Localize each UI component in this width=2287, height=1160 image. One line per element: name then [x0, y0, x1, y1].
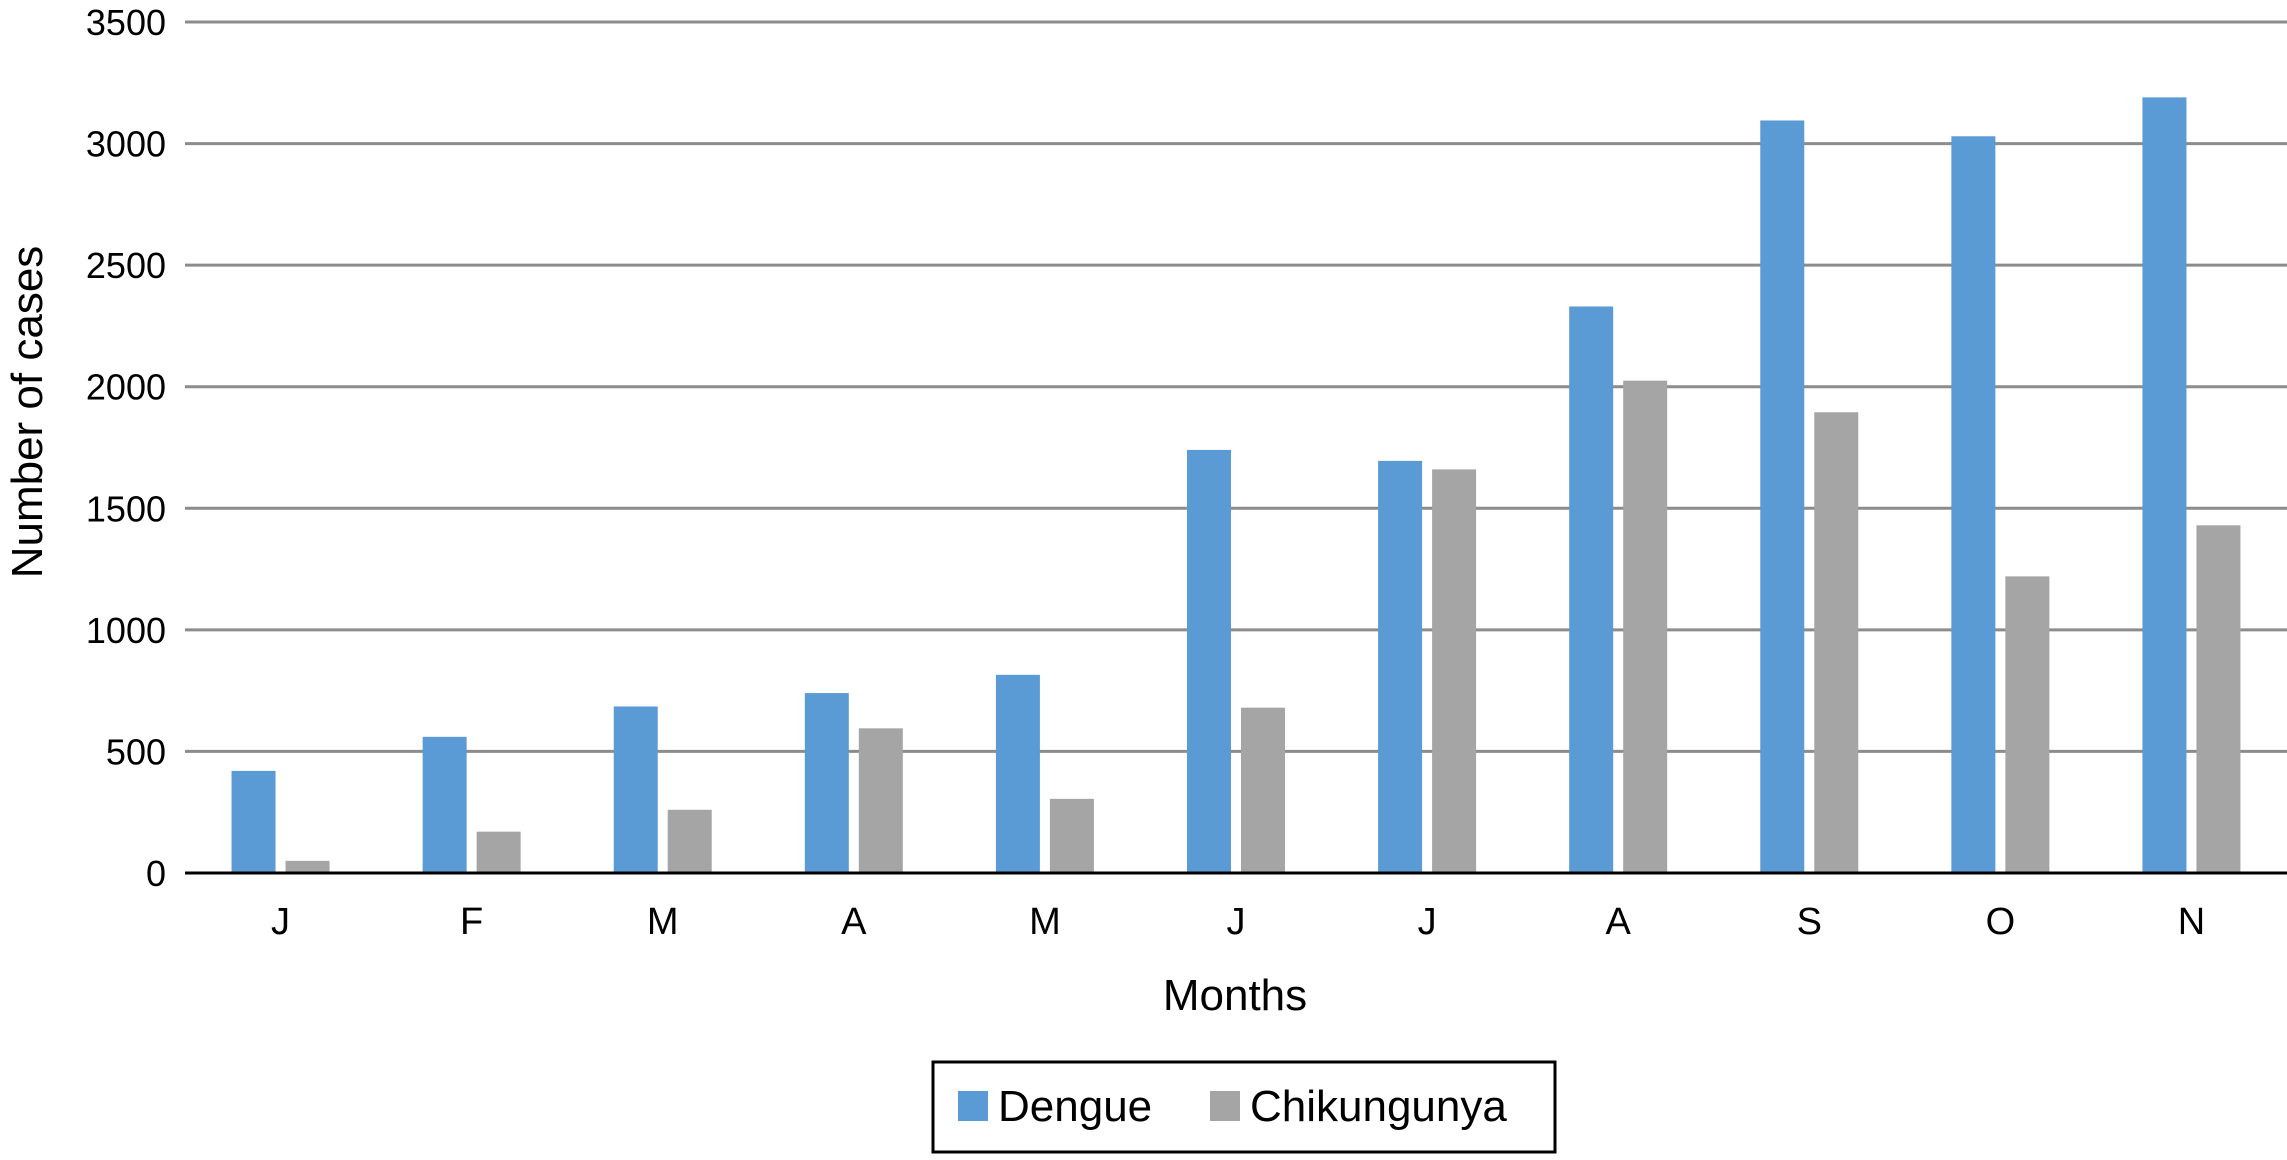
y-tick-label: 1000 — [86, 610, 166, 651]
y-tick-label: 500 — [106, 731, 166, 772]
x-tick-label: N — [2178, 901, 2205, 943]
x-tick-label: J — [1227, 901, 1246, 943]
bar-dengue-4 — [995, 674, 1040, 873]
bars — [231, 97, 2241, 874]
legend-border — [931, 1060, 1557, 1154]
bar-chikungunya-4 — [1049, 798, 1094, 873]
bar-chikungunya-9 — [2005, 576, 2050, 873]
x-axis-title: Months — [1163, 971, 1307, 1020]
x-tick-label: A — [841, 901, 867, 943]
bar-chikungunya-6 — [1432, 469, 1477, 873]
y-axis-title: Number of cases — [3, 246, 52, 579]
x-tick-label: J — [271, 901, 290, 943]
bar-chikungunya-0 — [285, 860, 330, 873]
x-tick-label: J — [1418, 901, 1437, 943]
bar-chikungunya-10 — [2196, 525, 2241, 873]
bar-chikungunya-8 — [1814, 412, 1859, 873]
x-tick-label: M — [1029, 901, 1061, 943]
legend-swatch-dengue — [958, 1091, 988, 1121]
bar-chikungunya-2 — [667, 809, 712, 873]
bar-dengue-2 — [613, 706, 658, 873]
bar-dengue-7 — [1569, 306, 1614, 873]
bar-dengue-1 — [422, 736, 467, 873]
x-tick-label: M — [647, 901, 679, 943]
bar-chikungunya-3 — [858, 728, 903, 873]
y-tick-label: 0 — [146, 853, 166, 894]
bar-dengue-9 — [1951, 136, 1996, 873]
gridlines — [185, 20, 2287, 753]
y-tick-label: 3000 — [86, 124, 166, 165]
x-tick-label: S — [1797, 901, 1822, 943]
y-tick-label: 2000 — [86, 367, 166, 408]
x-tick-label: A — [1606, 901, 1632, 943]
bar-dengue-0 — [231, 770, 276, 873]
legend-label-dengue: Dengue — [998, 1082, 1152, 1131]
x-tick-label: F — [460, 901, 483, 943]
x-tick-label: O — [1986, 901, 2016, 943]
bar-dengue-3 — [804, 693, 849, 873]
bar-chikungunya-7 — [1623, 380, 1668, 873]
bar-chikungunya-1 — [476, 831, 521, 873]
legend: Dengue Chikungunya — [931, 1060, 1557, 1154]
bar-chikungunya-5 — [1241, 707, 1285, 873]
bar-dengue-8 — [1760, 120, 1805, 874]
legend-swatch-chikungunya — [1210, 1091, 1240, 1121]
y-tick-label: 3500 — [86, 2, 166, 43]
y-tick-labels: 0 500 1000 1500 2000 2500 3000 3500 — [86, 2, 166, 894]
bar-dengue-6 — [1378, 460, 1423, 873]
legend-label-chikungunya: Chikungunya — [1250, 1082, 1507, 1131]
y-tick-label: 2500 — [86, 245, 166, 286]
bar-dengue-10 — [2142, 97, 2187, 874]
bar-dengue-5 — [1187, 449, 1231, 873]
y-tick-label: 1500 — [86, 488, 166, 529]
